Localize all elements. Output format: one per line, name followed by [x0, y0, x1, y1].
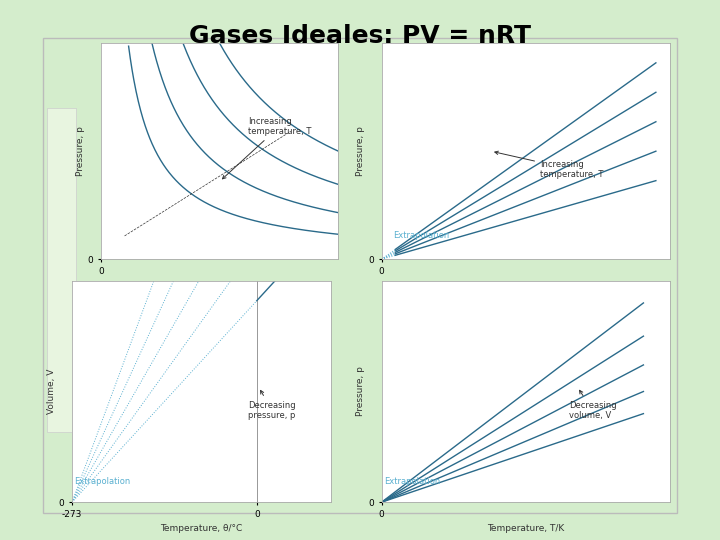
Text: Extrapolation: Extrapolation: [75, 477, 131, 487]
Y-axis label: Volume, V: Volume, V: [47, 369, 56, 414]
X-axis label: Temperature, T/K: Temperature, T/K: [487, 524, 564, 534]
X-axis label: 1/V: 1/V: [518, 281, 533, 291]
Text: Extrapolation: Extrapolation: [384, 477, 441, 487]
X-axis label: Temperature, θ/°C: Temperature, θ/°C: [161, 524, 243, 534]
Text: Increasing
temperature, T: Increasing temperature, T: [495, 151, 603, 179]
Text: Increasing
temperature, T: Increasing temperature, T: [222, 117, 312, 179]
Text: Gases Ideales: PV = nRT: Gases Ideales: PV = nRT: [189, 24, 531, 48]
Text: Decreasing
pressure, p: Decreasing pressure, p: [248, 390, 296, 420]
Y-axis label: Pressure, p: Pressure, p: [356, 126, 366, 176]
X-axis label: Volume, V: Volume, V: [197, 281, 243, 291]
Text: Extrapolation: Extrapolation: [393, 231, 449, 240]
Text: Decreasing
volume, V: Decreasing volume, V: [569, 390, 616, 420]
Y-axis label: Pressure, p: Pressure, p: [76, 126, 85, 176]
Y-axis label: Pressure, p: Pressure, p: [356, 367, 366, 416]
